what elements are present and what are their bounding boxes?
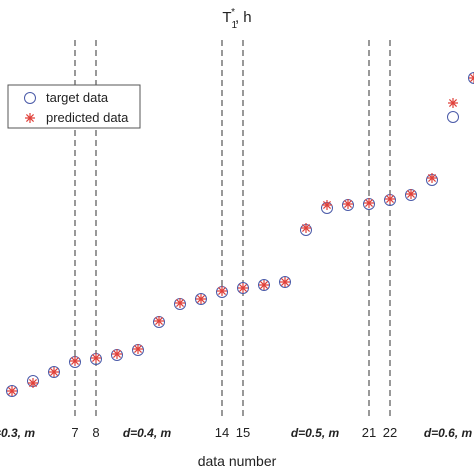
predicted-point: [259, 280, 269, 290]
predicted-point: [427, 173, 437, 183]
target-point: [236, 282, 249, 294]
predicted-point: [6, 386, 17, 396]
legend-marker: [24, 92, 36, 104]
target-point: [5, 385, 18, 397]
title-sub: 1: [232, 20, 238, 31]
x-axis-label: data number: [198, 453, 277, 469]
region-label: d=0.4, m: [123, 426, 172, 440]
predicted-point: [280, 277, 290, 287]
predicted-point: [448, 98, 458, 108]
predicted-point: [343, 199, 353, 209]
predicted-point: [154, 316, 164, 326]
target-point: [446, 111, 459, 123]
chart-title: T1 *, h: [222, 7, 251, 31]
predicted-point: [364, 198, 374, 208]
predicted-point: [385, 194, 395, 204]
target-point: [468, 72, 474, 84]
legend: target data predicted data: [7, 84, 141, 129]
target-point: [194, 293, 207, 305]
predicted-point: [196, 294, 206, 304]
region-label: d=0.3, m: [0, 426, 35, 440]
predicted-point: [27, 378, 38, 388]
predicted-point: [133, 344, 143, 354]
predicted-point: [69, 356, 80, 366]
legend-label: predicted data: [46, 110, 129, 125]
predicted-point: [175, 298, 185, 308]
title-sup: *: [231, 7, 235, 18]
predicted-point: [217, 286, 227, 296]
title-base: T: [222, 9, 231, 26]
predicted-point: [322, 200, 332, 210]
x-tick-label: 15: [236, 425, 250, 440]
predicted-point: [406, 189, 416, 199]
predicted-point: [90, 353, 101, 363]
legend-label: target data: [46, 90, 109, 105]
region-label: d=0.6, m: [424, 426, 473, 440]
predicted-point: [238, 283, 248, 293]
target-point: [278, 276, 291, 288]
predicted-point: [301, 223, 311, 233]
x-tick-label: 8: [92, 425, 99, 440]
legend-marker: [25, 113, 35, 123]
title-rest: , h: [235, 9, 252, 26]
target-point: [257, 279, 270, 291]
x-tick-label: 22: [383, 425, 397, 440]
target-point: [47, 366, 60, 378]
region-label: d=0.5, m: [291, 426, 340, 440]
predicted-point: [48, 367, 59, 377]
x-tick-label: 21: [362, 425, 376, 440]
x-tick-label: 7: [71, 425, 78, 440]
x-tick-label: 14: [215, 425, 229, 440]
predicted-point: [112, 349, 122, 359]
